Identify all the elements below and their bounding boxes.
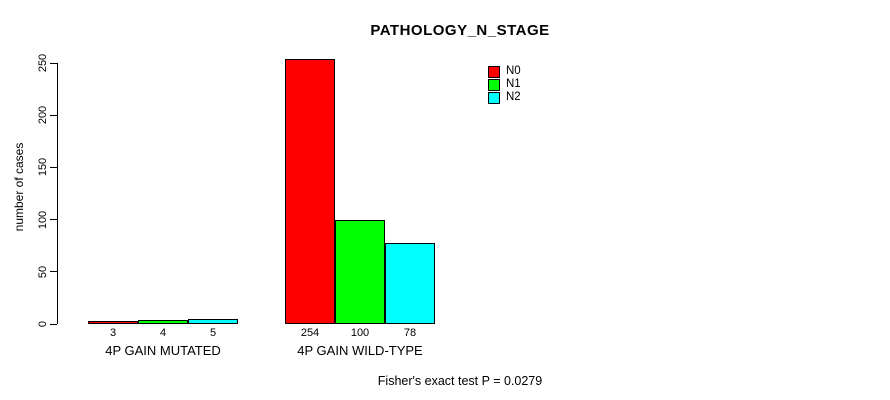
bar-value-label: 100: [350, 327, 370, 339]
y-tick-mark: [50, 114, 57, 116]
legend-swatch-n1: [488, 79, 500, 91]
footnote-text: Fisher's exact test P = 0.0279: [377, 374, 543, 388]
legend-label-n1: N1: [506, 78, 521, 90]
y-tick-label: 100: [37, 210, 49, 229]
y-axis-line: [57, 63, 58, 324]
y-tick-mark: [50, 166, 57, 168]
y-tick-label: 150: [37, 158, 49, 177]
bar-n0-group1: [88, 320, 138, 324]
bar-n2-group1: [188, 318, 238, 324]
y-tick-label: 200: [37, 106, 49, 125]
bar-value-label: 3: [109, 327, 117, 339]
legend-swatch-n0: [488, 66, 500, 78]
y-tick-mark: [50, 271, 57, 273]
y-axis-label: number of cases: [12, 142, 26, 232]
bar-n1-group1: [138, 319, 188, 324]
legend-label-n0: N0: [506, 65, 521, 77]
bar-n1-group2: [335, 219, 385, 324]
bar-value-label: 254: [300, 327, 320, 339]
x-category-label: 4P GAIN MUTATED: [105, 343, 221, 358]
y-tick-mark: [50, 323, 57, 325]
y-tick-mark: [50, 219, 57, 221]
y-tick-label: 250: [37, 53, 49, 73]
legend-swatch-n2: [488, 92, 500, 104]
x-category-label: 4P GAIN WILD-TYPE: [297, 343, 423, 358]
bar-value-label: 4: [159, 327, 167, 339]
bar-value-label: 78: [403, 327, 417, 339]
bar-value-label: 5: [209, 327, 217, 339]
chart-title: PATHOLOGY_N_STAGE: [370, 22, 550, 39]
y-tick-label: 0: [37, 320, 49, 328]
bar-n0-group2: [285, 58, 335, 324]
bar-n2-group2: [385, 242, 435, 324]
y-tick-mark: [50, 62, 57, 64]
legend-label-n2: N2: [506, 91, 521, 103]
y-tick-label: 50: [37, 265, 49, 278]
